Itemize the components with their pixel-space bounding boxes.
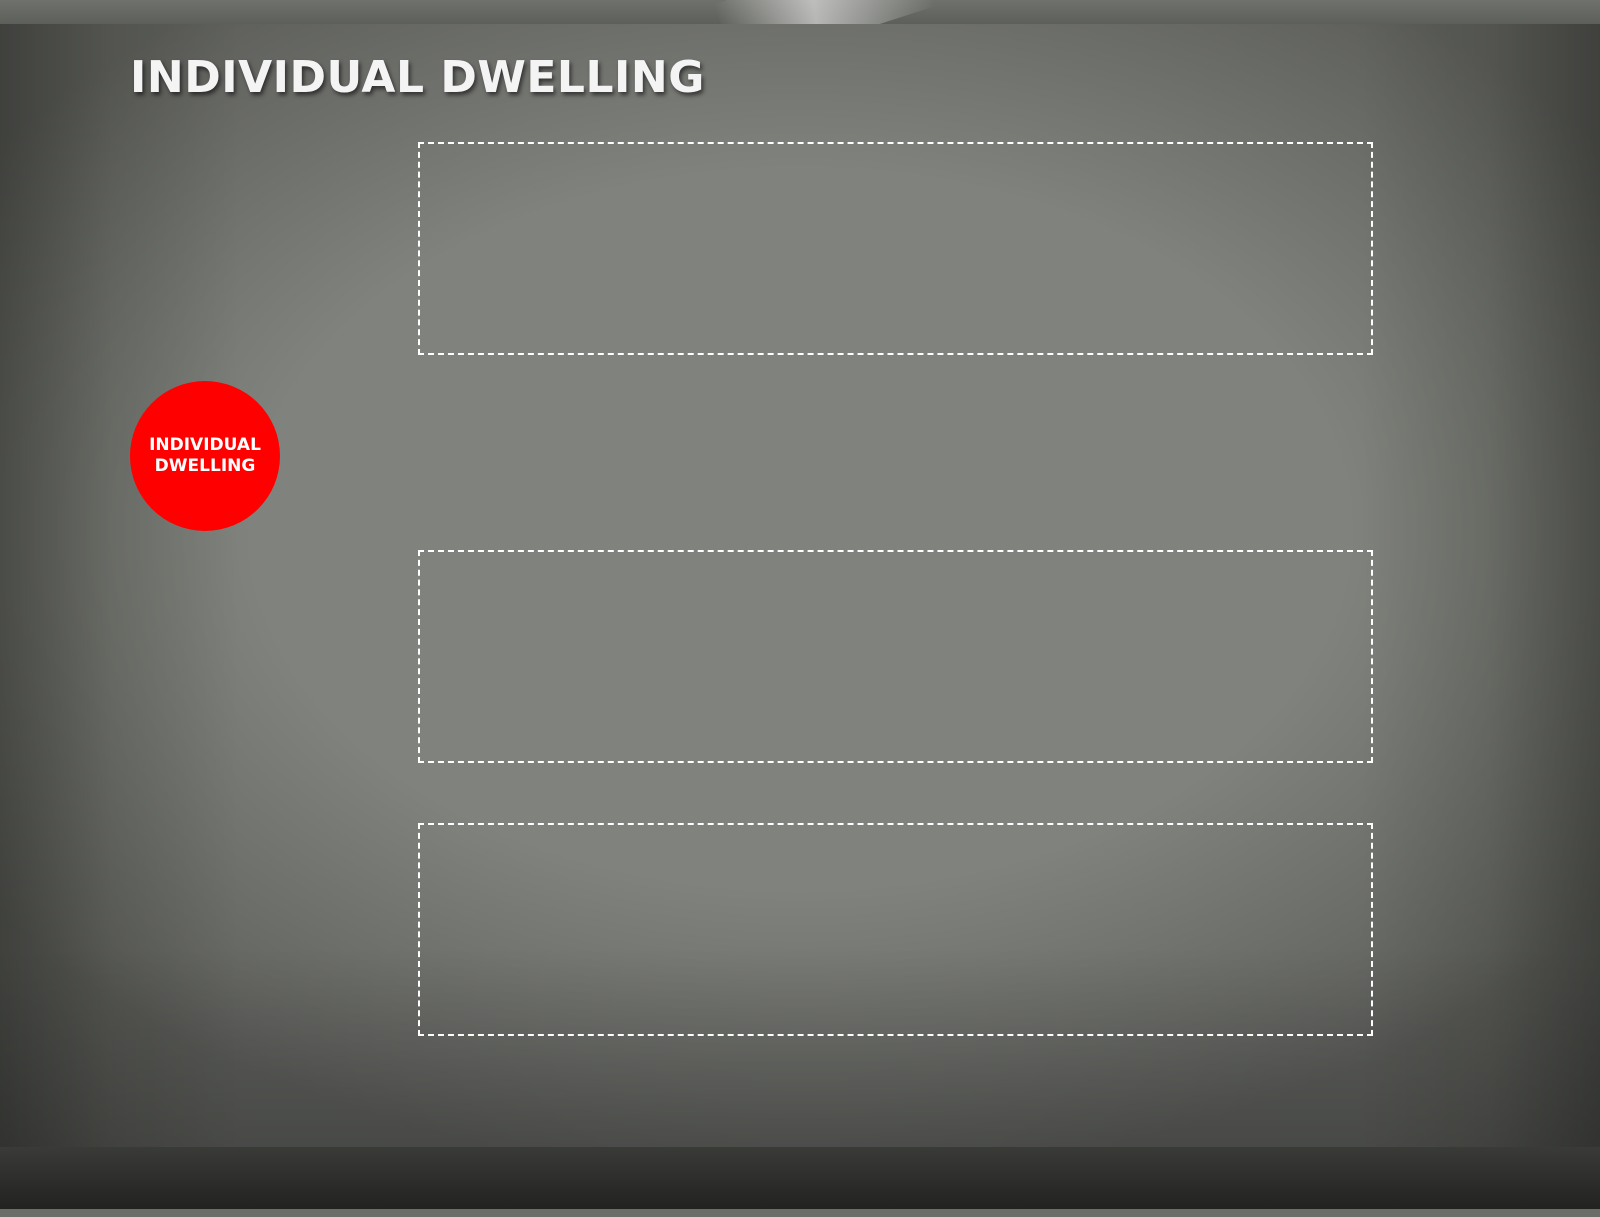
light-streak bbox=[714, 0, 936, 24]
content-panel bbox=[0, 24, 1600, 1147]
red-circle-badge: INDIVIDUAL DWELLING bbox=[130, 381, 280, 531]
placeholder-box-2 bbox=[418, 550, 1373, 763]
placeholder-box-3 bbox=[418, 823, 1373, 1036]
footer-line bbox=[0, 1209, 1600, 1217]
placeholder-box-1 bbox=[418, 142, 1373, 355]
slide-title: INDIVIDUAL DWELLING bbox=[130, 52, 705, 103]
footer-band bbox=[0, 1147, 1600, 1209]
circle-label: INDIVIDUAL DWELLING bbox=[149, 435, 261, 476]
top-band bbox=[0, 0, 1600, 24]
